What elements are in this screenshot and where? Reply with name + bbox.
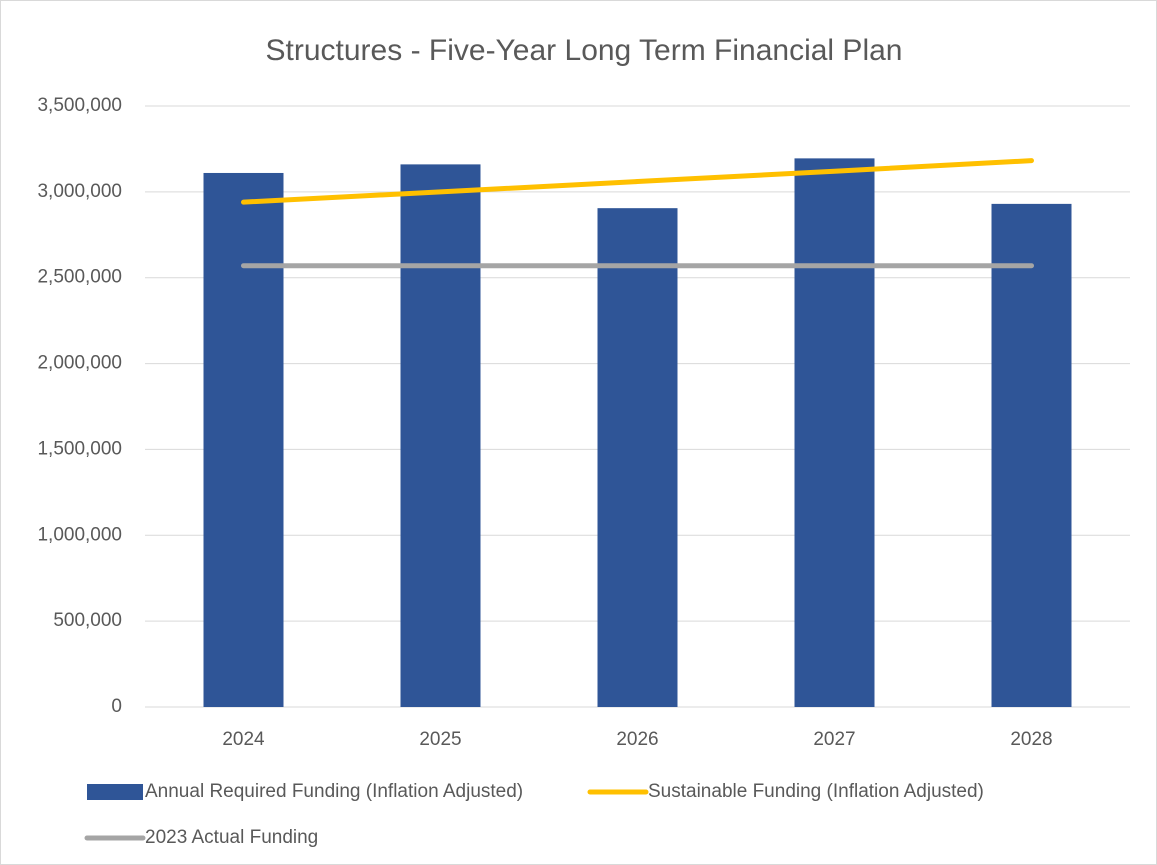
x-tick-label: 2025 bbox=[419, 729, 461, 750]
x-tick-label: 2026 bbox=[616, 729, 658, 750]
y-tick-label: 2,000,000 bbox=[37, 353, 122, 374]
legend-label: Sustainable Funding (Inflation Adjusted) bbox=[648, 781, 984, 802]
x-tick-label: 2024 bbox=[222, 729, 265, 750]
y-tick-label: 3,500,000 bbox=[37, 95, 122, 116]
y-tick-label: 1,000,000 bbox=[37, 524, 122, 545]
bar bbox=[991, 203, 1072, 707]
bar bbox=[794, 158, 875, 707]
y-tick-label: 2,500,000 bbox=[37, 267, 122, 288]
legend-label: Annual Required Funding (Inflation Adjus… bbox=[145, 781, 523, 802]
y-tick-label: 0 bbox=[111, 696, 122, 717]
y-tick-label: 500,000 bbox=[53, 610, 122, 631]
x-tick-label: 2027 bbox=[813, 729, 855, 750]
legend-label: 2023 Actual Funding bbox=[145, 827, 318, 848]
x-tick-label: 2028 bbox=[1010, 729, 1052, 750]
bar bbox=[400, 164, 481, 707]
line bbox=[241, 158, 1034, 205]
chart-title: Structures - Five-Year Long Term Financi… bbox=[266, 34, 903, 67]
bar bbox=[597, 208, 678, 708]
y-tick-label: 1,500,000 bbox=[37, 438, 122, 459]
y-tick-label: 3,000,000 bbox=[37, 181, 122, 202]
legend-swatch bbox=[87, 784, 143, 800]
bar bbox=[203, 172, 284, 707]
